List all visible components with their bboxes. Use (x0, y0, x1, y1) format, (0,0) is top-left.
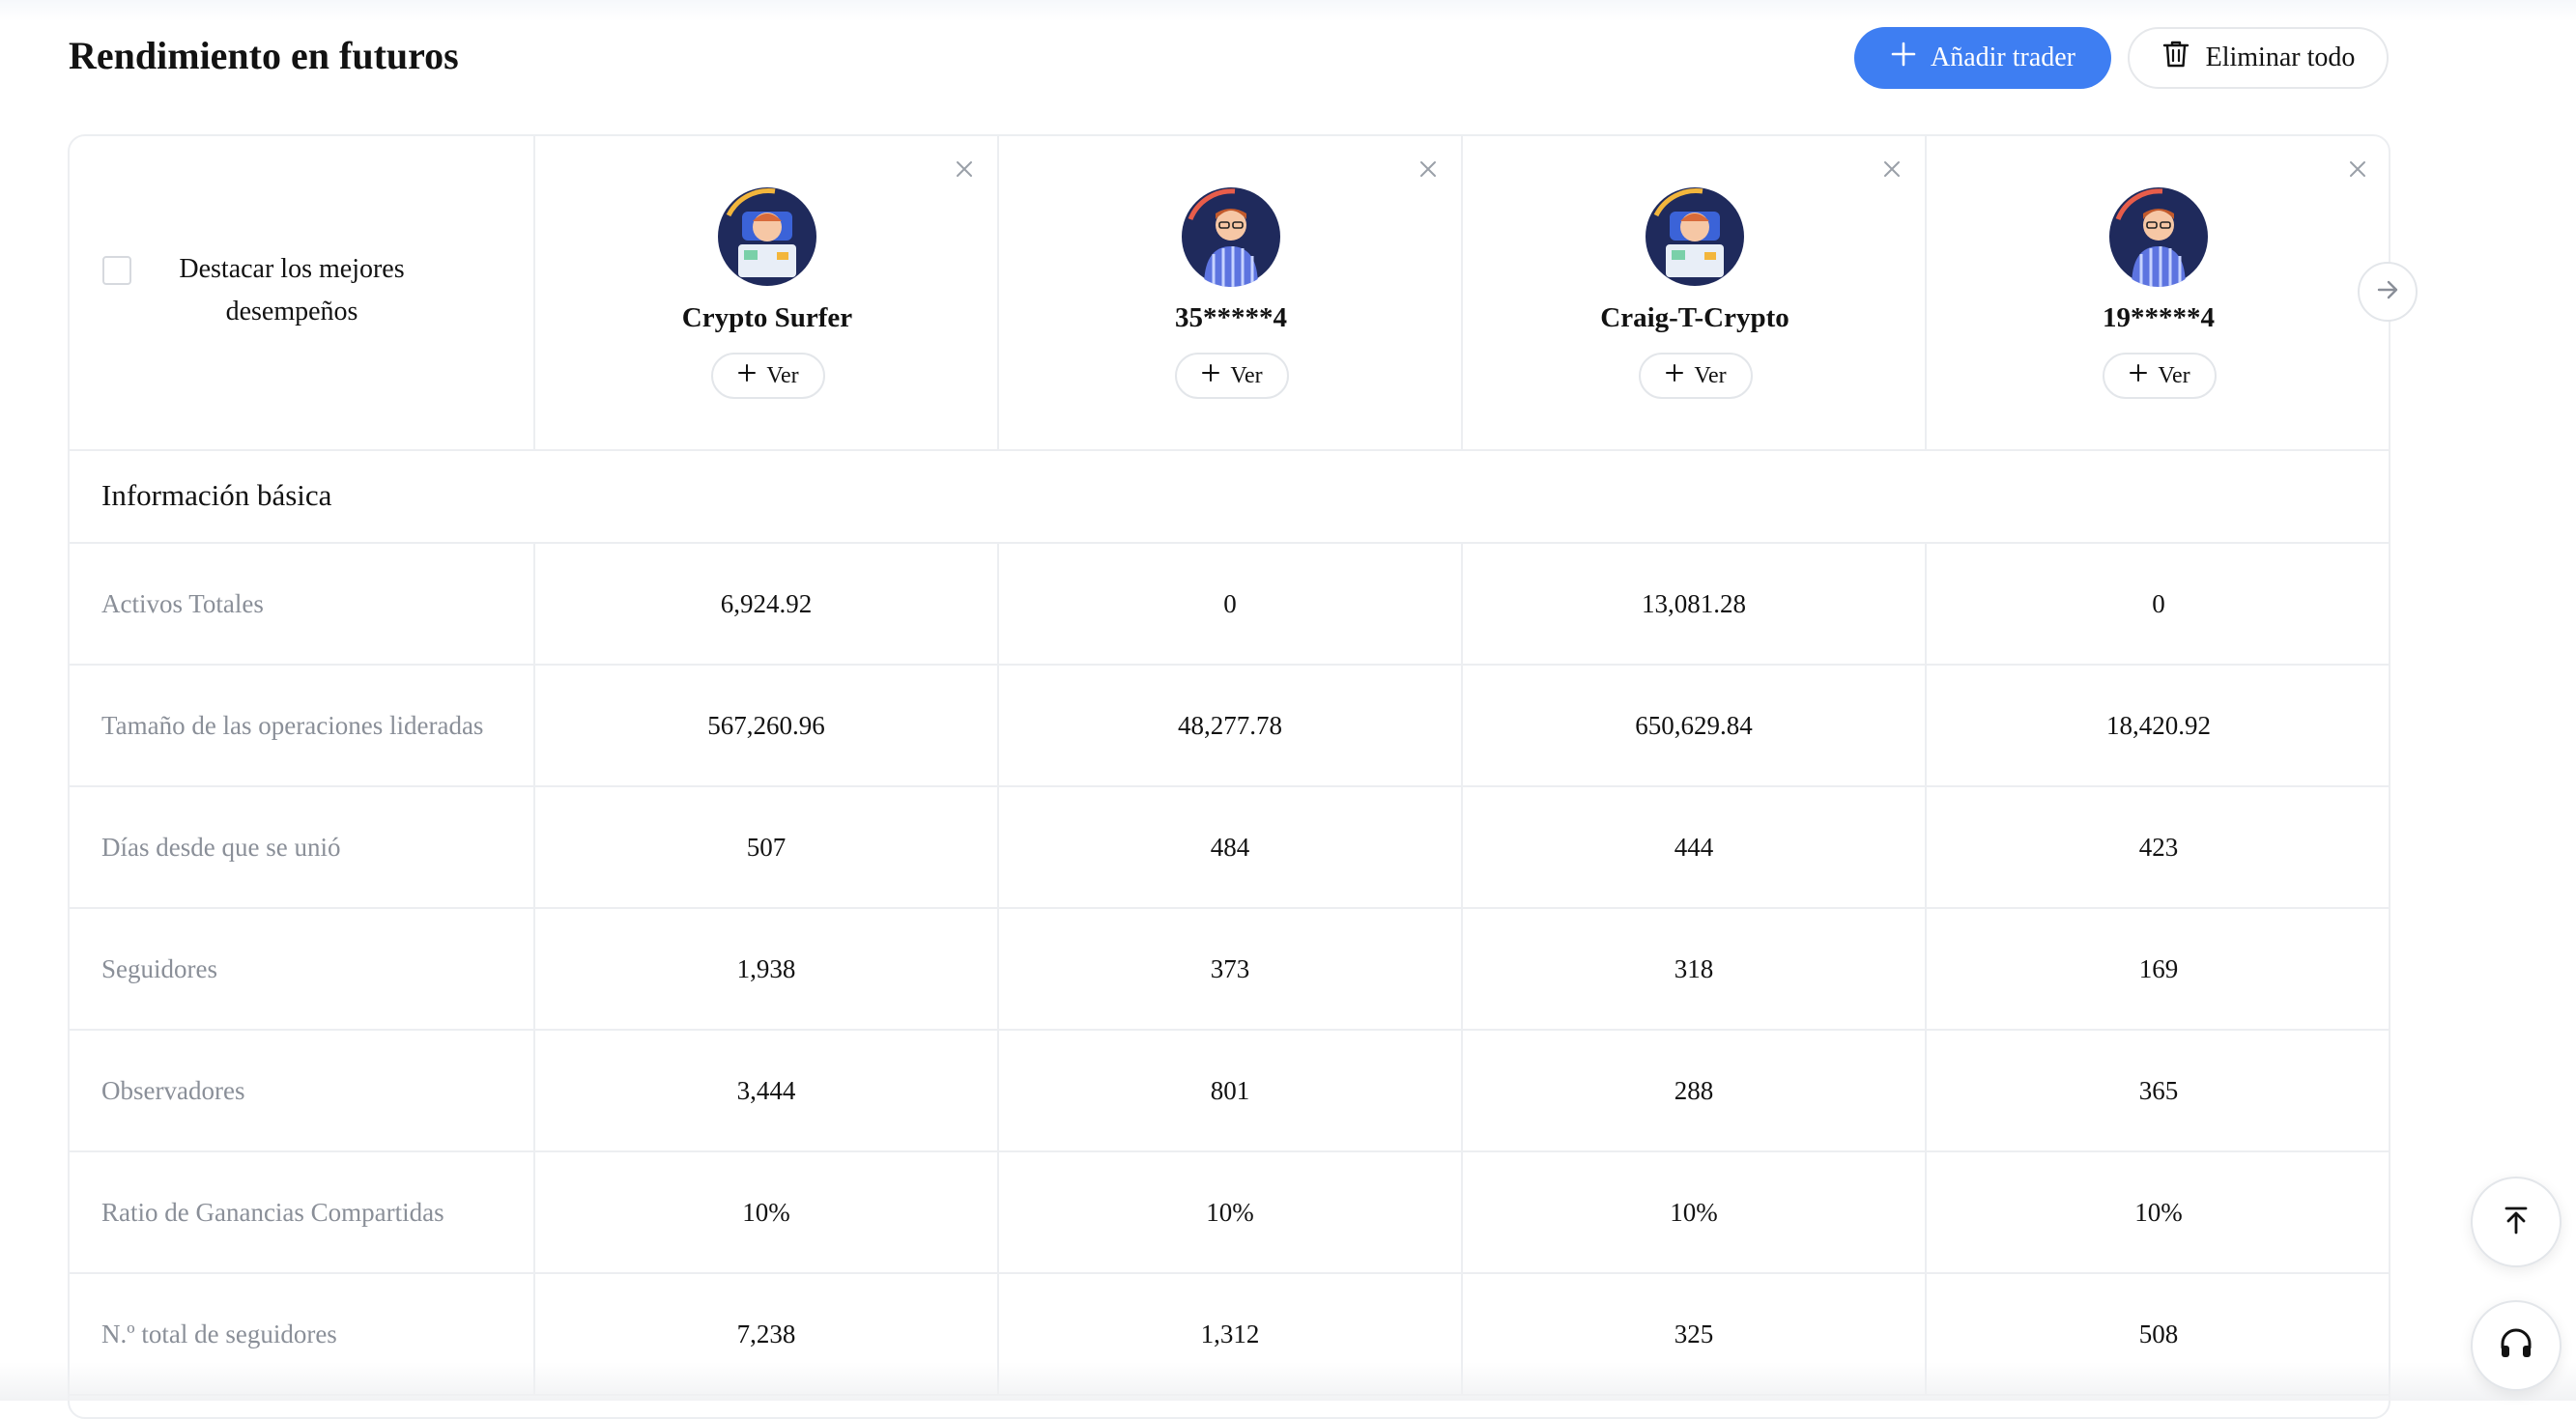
table-cell: 7,238 (535, 1274, 999, 1394)
table-cell: 423 (2138, 832, 2179, 862)
surfer-avatar-icon (717, 186, 817, 287)
table-cell: 6,924.92 (535, 544, 999, 664)
table-cell: 484 (999, 787, 1463, 907)
remove-trader-close-icon[interactable] (1880, 157, 1903, 181)
table-row: Observadores 3,444 801 288 365 (70, 1031, 2389, 1152)
trader-column: Crypto Surfer Ver (535, 136, 999, 449)
trader-name: 35*****4 (1175, 302, 1287, 333)
plus-icon (2129, 363, 2148, 389)
table-cell: 373 (999, 909, 1463, 1029)
row-label: Activos Totales (70, 544, 535, 664)
table-cell: 1,312 (999, 1274, 1463, 1394)
trader-column: 19*****4 Ver (1927, 136, 2389, 449)
plus-icon (1201, 363, 1220, 389)
table-cell: 801 (999, 1031, 1463, 1150)
table-cell: 650,629.84 (1463, 666, 1927, 785)
striped-shirt-avatar-icon (1181, 186, 1281, 287)
section-title: Información básica (101, 478, 332, 512)
highlight-label: Destacar los mejores desempeños (179, 254, 405, 326)
striped-shirt-avatar-icon (2108, 186, 2209, 287)
table-row: Días desde que se unió 507 484 444 423 (70, 787, 2389, 909)
plus-icon (1890, 41, 1917, 75)
remove-trader-close-icon[interactable] (953, 157, 976, 181)
table-row: Seguidores 1,938 373 318 169 (70, 909, 2389, 1031)
view-label: Ver (1694, 362, 1727, 388)
plus-icon (1665, 363, 1684, 389)
table-cell: 444 (1463, 787, 1927, 907)
row-label: Observadores (70, 1031, 535, 1150)
trader-column: 35*****4 Ver (999, 136, 1463, 449)
trader-name: Craig-T-Crypto (1600, 302, 1789, 333)
table-cell: 0 (2152, 588, 2165, 618)
view-label: Ver (1230, 362, 1263, 388)
remove-trader-close-icon[interactable] (1417, 157, 1440, 181)
table-cell: 169 (2138, 953, 2179, 983)
table-row: N.º total de seguidores 7,238 1,312 325 … (70, 1274, 2389, 1396)
row-label: Ratio de Ganancias Compartidas (70, 1152, 535, 1272)
trash-icon (2161, 39, 2190, 77)
add-trader-label: Añadir trader (1930, 43, 2076, 72)
table-cell: 48,277.78 (999, 666, 1463, 785)
table-row: Activos Totales 6,924.92 0 13,081.28 0 (70, 544, 2389, 666)
row-label: N.º total de seguidores (70, 1274, 535, 1394)
surfer-avatar-icon (1645, 186, 1745, 287)
table-row: Tamaño de las operaciones lideradas 567,… (70, 666, 2389, 787)
trader-name: Crypto Surfer (681, 302, 853, 333)
table-cell: 10% (999, 1152, 1463, 1272)
table-cell: 567,260.96 (535, 666, 999, 785)
arrow-up-to-top-icon (2499, 1203, 2533, 1242)
page-title: Rendimiento en futuros (69, 34, 459, 77)
support-button[interactable] (2471, 1300, 2562, 1391)
add-trader-button[interactable]: Añadir trader (1854, 27, 2111, 89)
table-cell: 10% (1463, 1152, 1927, 1272)
row-label: Tamaño de las operaciones lideradas (70, 666, 535, 785)
remove-trader-close-icon[interactable] (2346, 157, 2369, 181)
table-cell: 365 (2138, 1075, 2179, 1105)
plus-icon (737, 363, 757, 389)
table-cell: 325 (1463, 1274, 1927, 1394)
view-trader-button[interactable]: Ver (1175, 353, 1289, 399)
trader-name: 19*****4 (2103, 302, 2215, 333)
table-cell: 18,420.92 (2106, 710, 2211, 740)
table-cell: 508 (2138, 1319, 2179, 1348)
section-header: Información básica (70, 451, 2389, 544)
trader-header-row: Destacar los mejores desempeños Cry (70, 136, 2389, 451)
top-fade (0, 0, 2576, 21)
table-cell: 10% (535, 1152, 999, 1272)
view-label: Ver (766, 362, 799, 388)
delete-all-button[interactable]: Eliminar todo (2128, 27, 2389, 89)
row-label: Días desde que se unió (70, 787, 535, 907)
next-traders-button[interactable] (2358, 262, 2418, 322)
table-cell: 10% (2134, 1197, 2183, 1227)
bottom-fade (0, 1362, 2576, 1401)
trader-column: Craig-T-Crypto Ver (1463, 136, 1927, 449)
table-cell: 318 (1463, 909, 1927, 1029)
headset-icon (2497, 1324, 2535, 1368)
table-cell: 507 (535, 787, 999, 907)
row-label: Seguidores (70, 909, 535, 1029)
table-cell: 13,081.28 (1463, 544, 1927, 664)
highlight-cell: Destacar los mejores desempeños (70, 136, 535, 449)
table-cell: 1,938 (535, 909, 999, 1029)
arrow-right-icon (2373, 275, 2402, 309)
highlight-checkbox[interactable] (102, 256, 131, 285)
table-cell: 288 (1463, 1031, 1927, 1150)
view-trader-button[interactable]: Ver (1639, 353, 1753, 399)
table-cell: 3,444 (535, 1031, 999, 1150)
delete-all-label: Eliminar todo (2205, 43, 2356, 72)
table-cell: 0 (999, 544, 1463, 664)
view-label: Ver (2158, 362, 2190, 388)
view-trader-button[interactable]: Ver (2103, 353, 2217, 399)
comparison-table: Destacar los mejores desempeños Cry (68, 134, 2390, 1419)
table-row: Ratio de Ganancias Compartidas 10% 10% 1… (70, 1152, 2389, 1274)
view-trader-button[interactable]: Ver (711, 353, 825, 399)
scroll-to-top-button[interactable] (2471, 1177, 2562, 1267)
